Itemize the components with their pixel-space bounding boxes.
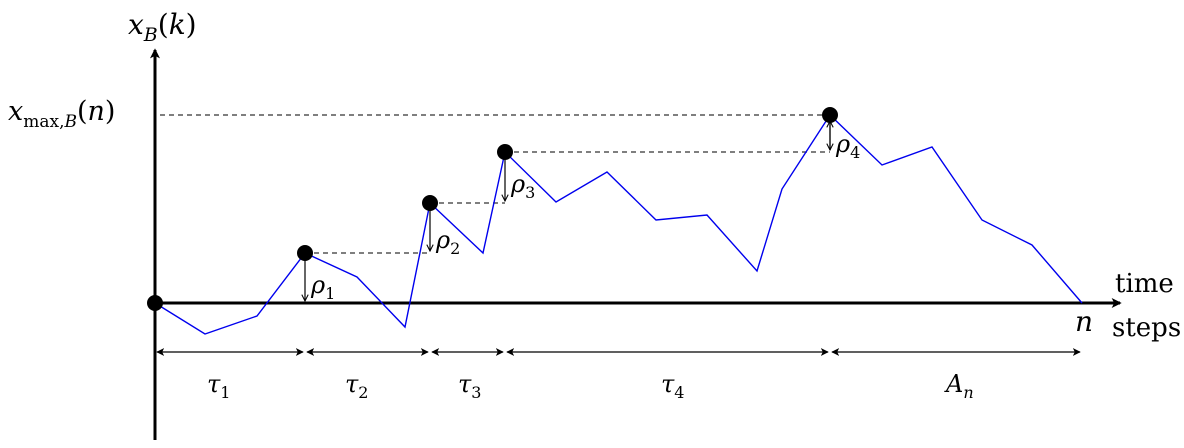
x-axis-label-time: time bbox=[1115, 269, 1174, 299]
start-point bbox=[147, 295, 163, 311]
record-point-2 bbox=[422, 195, 438, 211]
record-point-3 bbox=[497, 144, 513, 160]
max-label: xmax,B(n) bbox=[8, 96, 115, 132]
tau4-label: τ4 bbox=[661, 370, 684, 402]
record-point-4 bbox=[822, 107, 838, 123]
tau1-label: τ1 bbox=[207, 370, 230, 402]
record-point-1 bbox=[297, 245, 313, 261]
rho1-label: ρ1 bbox=[310, 271, 335, 303]
tau2-label: τ2 bbox=[345, 370, 368, 402]
x-end-label-n: n bbox=[1075, 305, 1093, 338]
an-label: An bbox=[944, 370, 974, 402]
y-axis-label: xB(k) bbox=[128, 8, 197, 46]
tau3-label: τ3 bbox=[458, 370, 481, 402]
rho2-label: ρ2 bbox=[435, 226, 460, 258]
rho4-label: ρ4 bbox=[835, 130, 860, 162]
random-walk-path bbox=[154, 113, 1083, 335]
rho3-label: ρ3 bbox=[510, 170, 535, 202]
x-axis-label-steps: steps bbox=[1112, 313, 1181, 343]
